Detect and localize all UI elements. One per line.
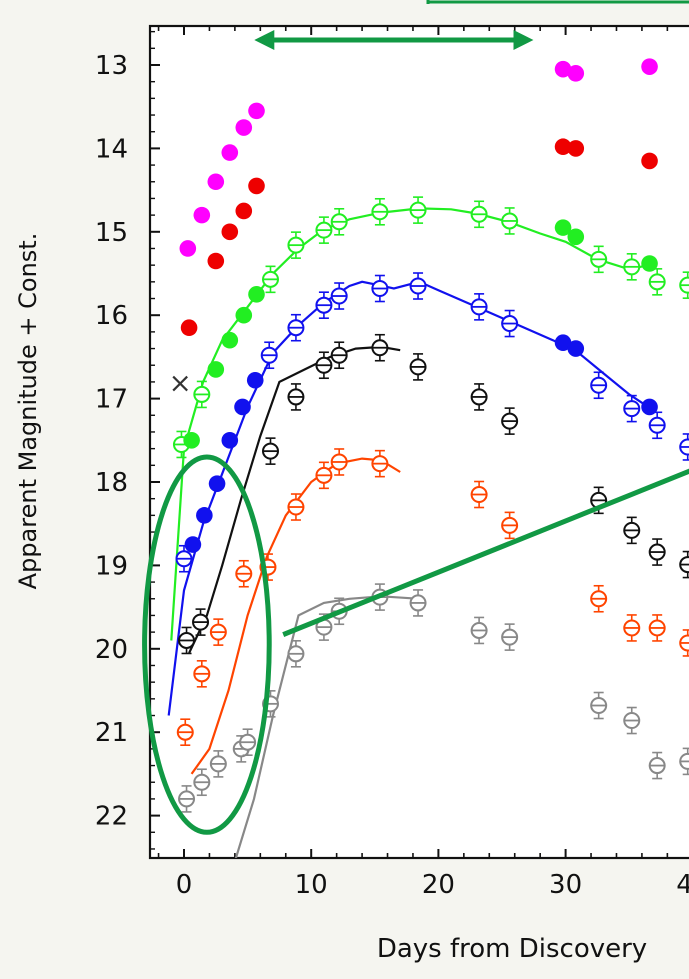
data-series bbox=[179, 58, 658, 257]
data-point-filled bbox=[221, 144, 239, 161]
y-tick-label: 16 bbox=[95, 301, 128, 331]
data-series bbox=[167, 272, 689, 716]
data-series bbox=[180, 138, 658, 337]
y-tick-label: 20 bbox=[95, 635, 128, 665]
data-point-cross bbox=[172, 375, 188, 392]
data-point-filled bbox=[207, 361, 225, 378]
pointer-line bbox=[282, 468, 689, 637]
annotation-overlay bbox=[142, 0, 689, 835]
callout-box-edge bbox=[426, 0, 689, 4]
data-point-filled bbox=[567, 340, 585, 357]
y-axis-label: Apparent Magnitude + Const. bbox=[14, 233, 42, 590]
y-axis-ticks: 13 14 15 16 17 18 19 20 21 22 bbox=[95, 30, 160, 850]
y-tick-label: 19 bbox=[95, 551, 128, 581]
data-point-filled bbox=[567, 65, 585, 82]
data-point-filled bbox=[248, 177, 265, 195]
y-tick-label: 21 bbox=[95, 718, 128, 748]
data-point-filled bbox=[554, 219, 572, 236]
data-point-filled bbox=[554, 334, 572, 352]
y-tick-label: 13 bbox=[95, 51, 128, 81]
data-point-filled bbox=[567, 228, 585, 246]
data-point-filled bbox=[207, 173, 225, 191]
model-curve bbox=[190, 457, 401, 775]
data-point-filled bbox=[554, 60, 572, 78]
model-curve bbox=[188, 345, 401, 654]
data-point-filled bbox=[641, 255, 658, 272]
x-axis-ticks: 0 10 20 30 40 bbox=[157, 26, 689, 900]
y-tick-label: 18 bbox=[95, 468, 128, 498]
data-point-filled bbox=[180, 319, 198, 337]
highlight-ellipse bbox=[142, 454, 272, 835]
data-point-filled bbox=[221, 331, 239, 349]
x-tick-label: 30 bbox=[549, 870, 582, 900]
data-point-filled bbox=[183, 432, 200, 449]
data-series bbox=[176, 448, 689, 775]
data-series bbox=[178, 333, 689, 655]
data-point-filled bbox=[554, 138, 572, 156]
data-point-filled bbox=[248, 102, 265, 120]
data-point-filled bbox=[235, 119, 253, 136]
data-point-filled bbox=[207, 252, 225, 270]
y-tick-label: 17 bbox=[95, 385, 128, 415]
data-point-filled bbox=[235, 202, 253, 220]
x-axis-label: Days from Discovery bbox=[377, 934, 647, 964]
data-point-filled bbox=[208, 475, 226, 492]
data-point-filled bbox=[221, 223, 239, 241]
data-point-filled bbox=[641, 58, 658, 75]
data-point-filled bbox=[235, 306, 253, 324]
data-point-filled bbox=[246, 371, 264, 389]
data-series bbox=[172, 375, 188, 392]
data-point-filled bbox=[641, 152, 658, 170]
x-tick-label: 10 bbox=[295, 870, 328, 900]
y-tick-label: 14 bbox=[95, 134, 128, 164]
data-point-filled bbox=[221, 432, 239, 449]
data-point-filled bbox=[193, 206, 211, 224]
data-point-filled bbox=[641, 398, 658, 416]
plot-frame bbox=[148, 24, 689, 860]
x-tick-label: 20 bbox=[422, 870, 455, 900]
data-series bbox=[170, 196, 689, 641]
data-point-filled bbox=[196, 507, 213, 524]
data-point-filled bbox=[567, 140, 585, 157]
data-point-filled bbox=[234, 398, 251, 416]
data-point-filled bbox=[179, 240, 197, 257]
data-point-filled bbox=[248, 286, 265, 303]
plot-area bbox=[167, 58, 689, 858]
plot-axes bbox=[148, 24, 689, 860]
x-tick-label: 40 bbox=[676, 870, 689, 900]
y-tick-label: 22 bbox=[95, 802, 128, 832]
data-point-filled bbox=[184, 536, 202, 553]
x-tick-label: 0 bbox=[176, 870, 193, 900]
y-tick-label: 15 bbox=[95, 218, 128, 248]
